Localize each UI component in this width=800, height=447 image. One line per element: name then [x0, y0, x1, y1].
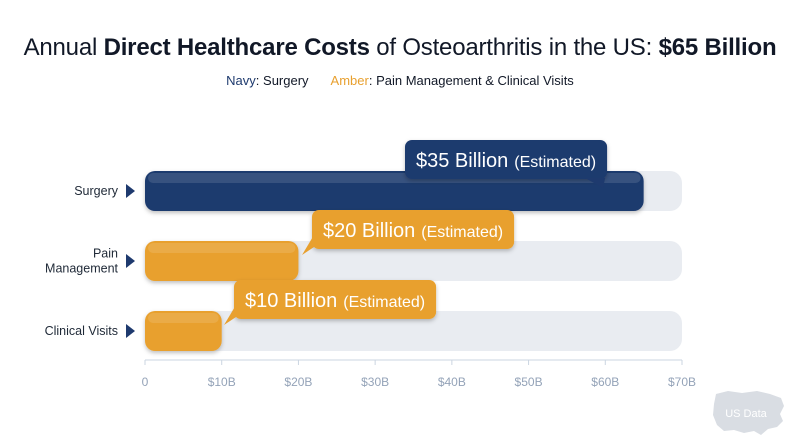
x-tick-label: $50B	[515, 375, 543, 389]
callout: $20 Billion (Estimated)	[302, 210, 515, 255]
x-tick-label: $40B	[438, 375, 466, 389]
title-part-3: of Osteoarthritis in the US:	[369, 34, 659, 61]
callout-pointer	[224, 305, 236, 325]
us-map-icon	[713, 391, 784, 435]
bar-highlight	[148, 243, 296, 253]
category-label: Surgery	[74, 184, 119, 198]
callout-value: $20 Billion	[323, 220, 415, 242]
x-tick-label: $60B	[591, 375, 619, 389]
callout-note: (Estimated)	[421, 224, 503, 241]
category-label: Management	[45, 262, 118, 276]
legend-navy-text: : Surgery	[255, 73, 309, 88]
callout-pointer	[585, 178, 606, 188]
callout-value: $35 Billion	[416, 150, 508, 172]
callout-value: $10 Billion	[245, 290, 337, 312]
callout: $10 Billion (Estimated)	[224, 280, 437, 325]
bar	[145, 241, 299, 281]
bar-track	[145, 311, 682, 351]
bar	[145, 171, 644, 211]
us-data-label: US Data	[725, 408, 767, 420]
category-label: Pain	[93, 247, 118, 261]
category-arrow-icon	[126, 324, 135, 338]
category-arrow-icon	[126, 184, 135, 198]
legend-amber-key: Amber	[330, 73, 369, 88]
callout-note: (Estimated)	[343, 294, 425, 311]
callout-box	[405, 140, 608, 179]
legend-navy-key: Navy	[226, 73, 256, 88]
callout-note: (Estimated)	[514, 154, 596, 171]
x-tick-label: 0	[142, 375, 149, 389]
title-part-2: Direct Healthcare Costs	[103, 34, 370, 61]
callout-box	[234, 280, 437, 319]
callout: $35 Billion (Estimated)	[405, 140, 608, 188]
bar-highlight	[148, 313, 219, 323]
x-tick-label: $30B	[361, 375, 389, 389]
x-tick-label: $70B	[668, 375, 696, 389]
callout-pointer	[302, 235, 314, 255]
chart-title: Annual Direct Healthcare Costs of Osteoa…	[0, 34, 800, 62]
category-label: Clinical Visits	[45, 324, 118, 338]
title-part-4: $65 Billion	[658, 34, 777, 61]
x-tick-label: $10B	[208, 375, 236, 389]
legend-amber-text: : Pain Management & Clinical Visits	[368, 73, 574, 88]
callout-box	[312, 210, 515, 249]
bar	[145, 311, 222, 351]
title-part-1: Annual	[23, 34, 104, 61]
x-tick-label: $20B	[284, 375, 312, 389]
category-arrow-icon	[126, 254, 135, 268]
us-map-badge: US Data	[713, 391, 784, 435]
chart-legend: Navy: Surgery Amber: Pain Management & Cl…	[0, 73, 800, 88]
